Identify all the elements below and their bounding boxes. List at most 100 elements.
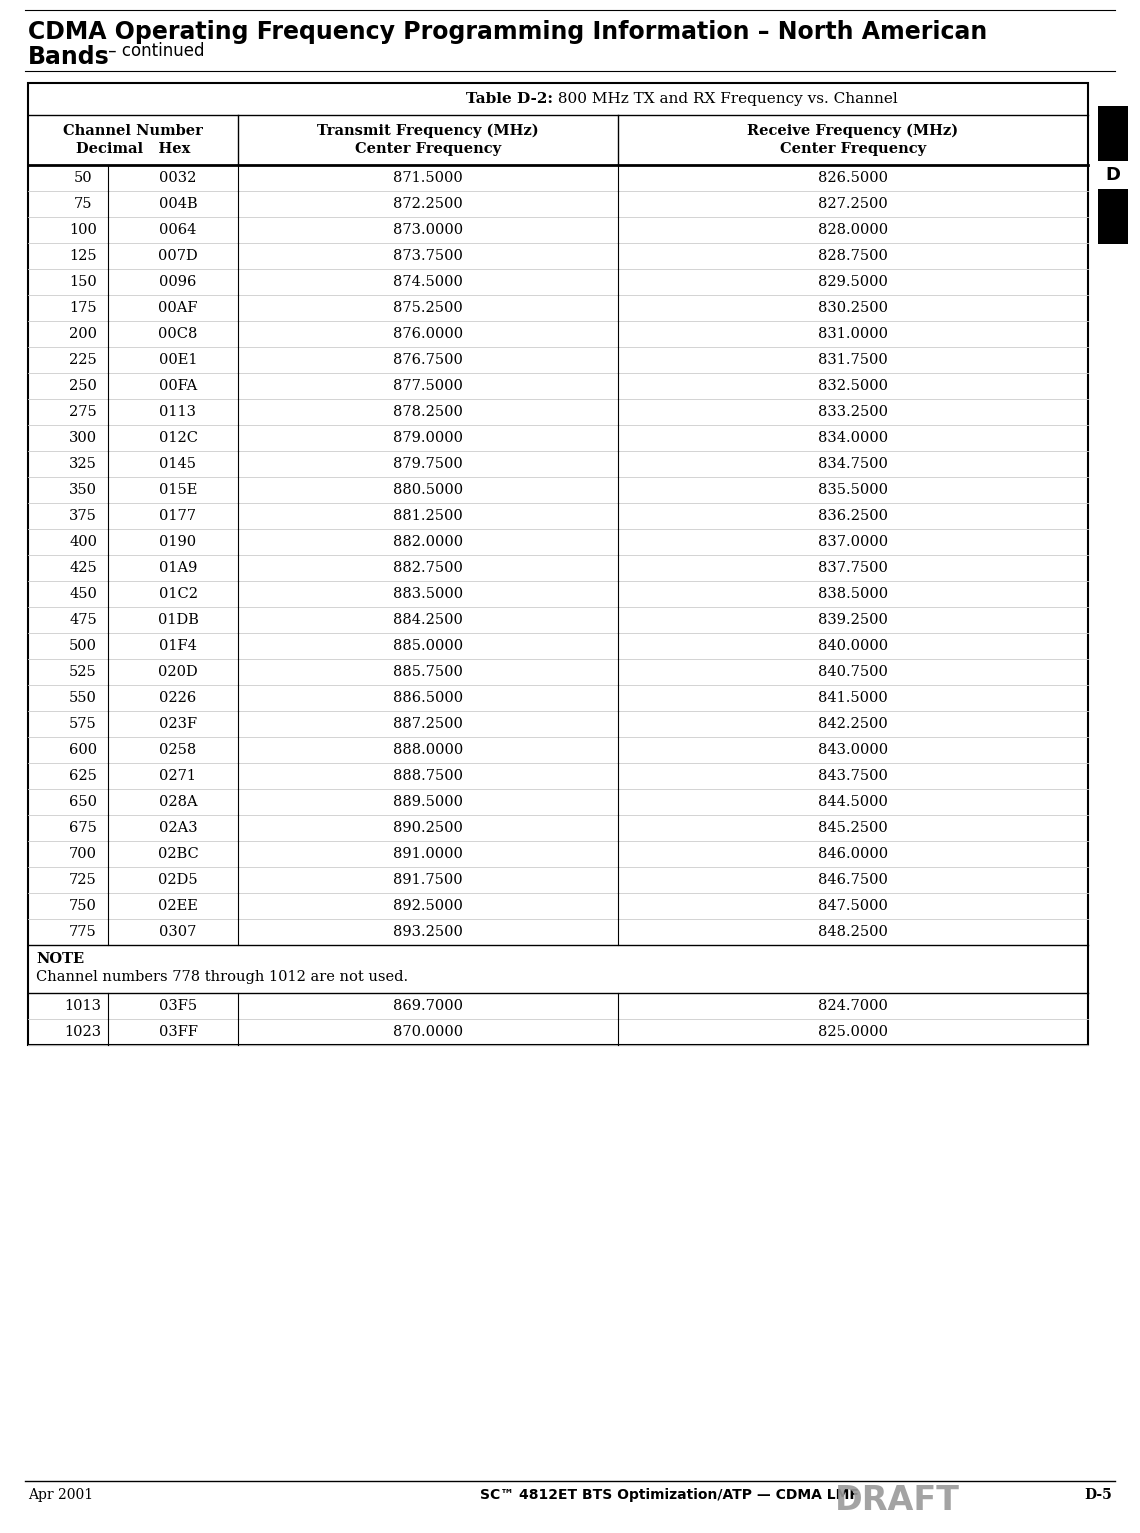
Text: 02BC: 02BC bbox=[157, 848, 198, 862]
Text: 884.2500: 884.2500 bbox=[393, 613, 463, 627]
Text: CDMA Operating Frequency Programming Information – North American: CDMA Operating Frequency Programming Inf… bbox=[28, 20, 987, 44]
Text: 871.5000: 871.5000 bbox=[393, 172, 463, 185]
Text: 250: 250 bbox=[70, 379, 97, 392]
Text: 02A3: 02A3 bbox=[158, 822, 197, 835]
Text: 887.2500: 887.2500 bbox=[393, 717, 463, 731]
Text: 0177: 0177 bbox=[160, 509, 196, 523]
Text: 020D: 020D bbox=[158, 665, 198, 679]
Text: 872.2500: 872.2500 bbox=[393, 198, 463, 212]
Text: 892.5000: 892.5000 bbox=[393, 898, 463, 914]
Text: 028A: 028A bbox=[158, 796, 197, 809]
Text: 650: 650 bbox=[70, 796, 97, 809]
Text: 881.2500: 881.2500 bbox=[393, 509, 463, 523]
Text: 02EE: 02EE bbox=[158, 898, 198, 914]
Text: 879.7500: 879.7500 bbox=[393, 457, 463, 471]
Text: 891.0000: 891.0000 bbox=[393, 848, 463, 862]
Text: 885.7500: 885.7500 bbox=[393, 665, 463, 679]
Text: 0226: 0226 bbox=[160, 691, 196, 705]
Text: Apr 2001: Apr 2001 bbox=[28, 1489, 93, 1502]
Text: 023F: 023F bbox=[158, 717, 197, 731]
Text: 846.7500: 846.7500 bbox=[819, 872, 888, 888]
Text: 883.5000: 883.5000 bbox=[393, 587, 463, 601]
Text: 824.7000: 824.7000 bbox=[819, 1000, 888, 1013]
Text: 888.0000: 888.0000 bbox=[393, 744, 463, 757]
Text: 0032: 0032 bbox=[160, 172, 197, 185]
Text: 01C2: 01C2 bbox=[158, 587, 197, 601]
Text: 841.5000: 841.5000 bbox=[819, 691, 888, 705]
Text: 842.2500: 842.2500 bbox=[819, 717, 888, 731]
Text: 844.5000: 844.5000 bbox=[819, 796, 888, 809]
Text: 450: 450 bbox=[70, 587, 97, 601]
Text: Receive Frequency (MHz): Receive Frequency (MHz) bbox=[748, 124, 959, 138]
Text: 125: 125 bbox=[70, 248, 97, 264]
Text: 835.5000: 835.5000 bbox=[819, 483, 888, 497]
Text: Decimal   Hex: Decimal Hex bbox=[76, 143, 190, 156]
Text: 831.0000: 831.0000 bbox=[819, 327, 888, 340]
Text: 827.2500: 827.2500 bbox=[819, 198, 888, 212]
Text: 015E: 015E bbox=[158, 483, 197, 497]
Text: 004B: 004B bbox=[158, 198, 197, 212]
Text: 877.5000: 877.5000 bbox=[393, 379, 463, 392]
Text: 350: 350 bbox=[70, 483, 97, 497]
Text: 375: 375 bbox=[70, 509, 97, 523]
Text: 100: 100 bbox=[70, 222, 97, 238]
Text: 600: 600 bbox=[68, 744, 97, 757]
Text: 300: 300 bbox=[68, 431, 97, 445]
Text: DRAFT: DRAFT bbox=[834, 1484, 960, 1518]
Text: Bands: Bands bbox=[28, 44, 109, 69]
Text: 150: 150 bbox=[70, 274, 97, 290]
Text: 75: 75 bbox=[74, 198, 92, 212]
Text: 0064: 0064 bbox=[160, 222, 197, 238]
Text: 875.2500: 875.2500 bbox=[393, 300, 463, 314]
Text: 200: 200 bbox=[70, 327, 97, 340]
Text: Channel Number: Channel Number bbox=[63, 124, 203, 138]
Text: 873.0000: 873.0000 bbox=[393, 222, 463, 238]
Text: SC™ 4812ET BTS Optimization/ATP — CDMA LMF: SC™ 4812ET BTS Optimization/ATP — CDMA L… bbox=[480, 1489, 858, 1502]
Text: 50: 50 bbox=[74, 172, 92, 185]
Text: 725: 725 bbox=[70, 872, 97, 888]
Text: D-5: D-5 bbox=[1084, 1489, 1112, 1502]
Text: 325: 325 bbox=[70, 457, 97, 471]
Text: 826.5000: 826.5000 bbox=[819, 172, 888, 185]
Text: 625: 625 bbox=[70, 770, 97, 783]
Text: 828.0000: 828.0000 bbox=[817, 222, 888, 238]
Text: 879.0000: 879.0000 bbox=[393, 431, 463, 445]
Text: 475: 475 bbox=[70, 613, 97, 627]
Text: 839.2500: 839.2500 bbox=[819, 613, 888, 627]
Text: 837.0000: 837.0000 bbox=[817, 535, 888, 549]
Text: 1023: 1023 bbox=[65, 1026, 101, 1039]
Text: 840.7500: 840.7500 bbox=[819, 665, 888, 679]
Text: 830.2500: 830.2500 bbox=[819, 300, 888, 314]
Text: 891.7500: 891.7500 bbox=[393, 872, 463, 888]
Text: Center Frequency: Center Frequency bbox=[780, 143, 926, 156]
Text: 869.7000: 869.7000 bbox=[393, 1000, 463, 1013]
Text: 275: 275 bbox=[70, 405, 97, 419]
Text: 00E1: 00E1 bbox=[158, 353, 197, 366]
Text: 874.5000: 874.5000 bbox=[393, 274, 463, 290]
Text: 01DB: 01DB bbox=[157, 613, 198, 627]
Text: 893.2500: 893.2500 bbox=[393, 924, 463, 940]
Text: 01F4: 01F4 bbox=[160, 639, 197, 653]
Text: Center Frequency: Center Frequency bbox=[355, 143, 502, 156]
Text: 843.0000: 843.0000 bbox=[817, 744, 888, 757]
Text: 00C8: 00C8 bbox=[158, 327, 197, 340]
Text: 845.2500: 845.2500 bbox=[819, 822, 888, 835]
Text: 800 MHz TX and RX Frequency vs. Channel: 800 MHz TX and RX Frequency vs. Channel bbox=[553, 92, 898, 106]
Text: 828.7500: 828.7500 bbox=[819, 248, 888, 264]
Text: 880.5000: 880.5000 bbox=[393, 483, 463, 497]
Text: 838.5000: 838.5000 bbox=[817, 587, 888, 601]
Text: 876.0000: 876.0000 bbox=[393, 327, 463, 340]
Text: 876.7500: 876.7500 bbox=[393, 353, 463, 366]
Bar bbox=[28, 83, 1088, 1046]
Text: 882.7500: 882.7500 bbox=[393, 561, 463, 575]
Text: 675: 675 bbox=[70, 822, 97, 835]
Text: – continued: – continued bbox=[103, 41, 204, 60]
Text: 00FA: 00FA bbox=[158, 379, 197, 392]
Text: 0258: 0258 bbox=[160, 744, 196, 757]
Text: 846.0000: 846.0000 bbox=[817, 848, 888, 862]
Text: 0145: 0145 bbox=[160, 457, 196, 471]
Text: 007D: 007D bbox=[158, 248, 198, 264]
Text: 825.0000: 825.0000 bbox=[819, 1026, 888, 1039]
Text: 012C: 012C bbox=[158, 431, 197, 445]
Text: 882.0000: 882.0000 bbox=[393, 535, 463, 549]
